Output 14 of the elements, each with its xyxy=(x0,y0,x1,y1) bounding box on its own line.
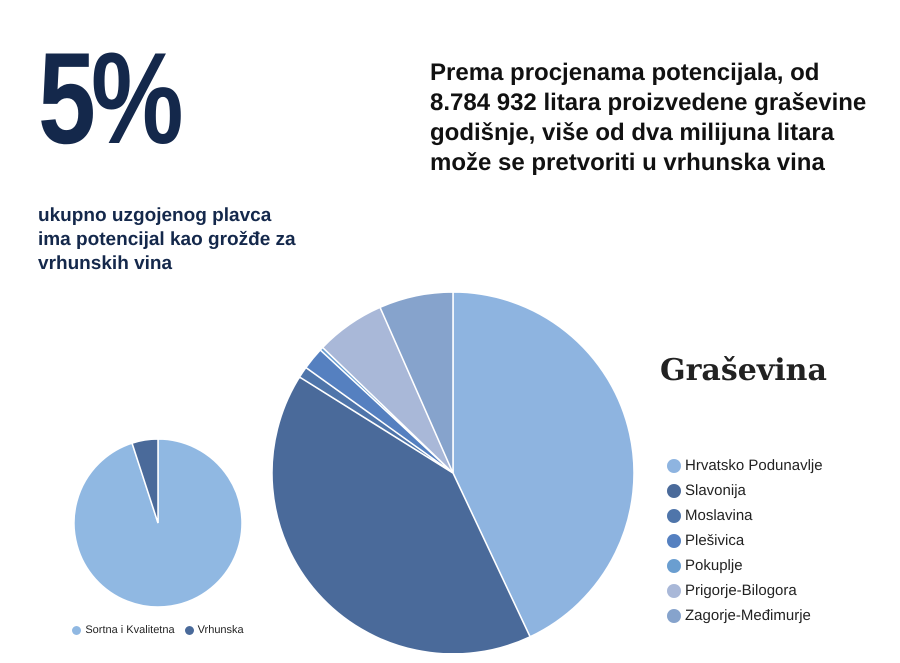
legend-label: Moslavina xyxy=(685,507,753,524)
legend-label: Sortna i Kvalitetna xyxy=(85,624,175,636)
legend-label: Prigorje-Bilogora xyxy=(685,582,797,599)
legend-label: Plešivica xyxy=(685,532,744,549)
legend-label: Vrhunska xyxy=(198,624,244,636)
legend-label: Hrvatsko Podunavlje xyxy=(685,457,823,474)
text: Graševina xyxy=(660,353,827,388)
chart-title: 5% xyxy=(38,25,179,171)
legend-label: Pokuplje xyxy=(685,557,743,574)
text: Prema procjenama potencijala, od 8.784 932 litara proizvedene graševine godišnje, više od dva milijuna litara može se pretvoriti u vrhunska vina xyxy=(430,58,868,178)
legend-label: Slavonija xyxy=(685,482,746,499)
chart-subtitle: ukupno uzgojenog plavca ima potencijal kao grožđe za vrhunskih vina xyxy=(38,204,297,276)
pie-slice xyxy=(73,438,243,608)
legend-label: Zagorje-Međimurje xyxy=(685,607,811,624)
